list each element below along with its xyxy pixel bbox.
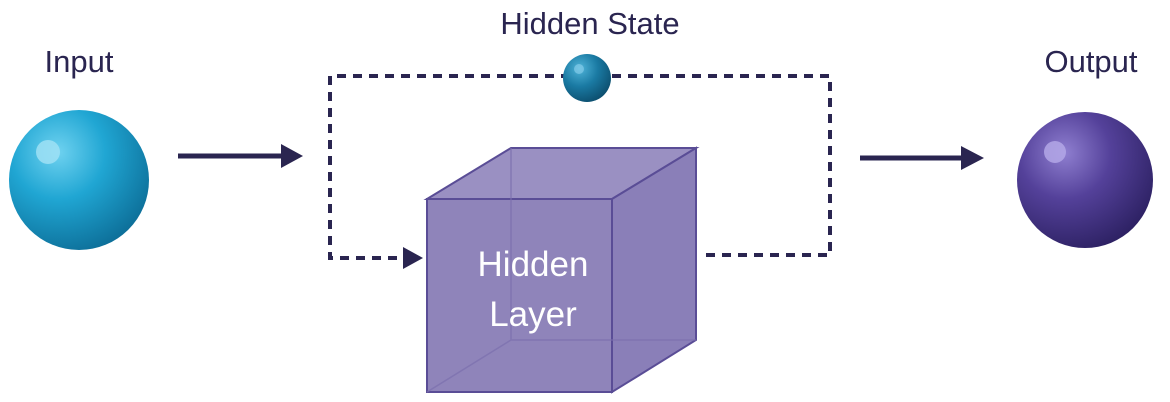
input-label: Input: [45, 44, 114, 79]
input-arrow: [178, 144, 303, 168]
hidden-layer-label-line2: Layer: [489, 295, 577, 334]
output-label: Output: [1044, 44, 1137, 79]
hidden-layer-cube: [423, 146, 700, 394]
output-arrow: [860, 146, 984, 170]
hidden-state-node: [563, 54, 611, 102]
hidden-layer-label-line1: Hidden: [478, 245, 589, 284]
output-node: [1017, 112, 1153, 248]
recurrent-loop: [328, 74, 832, 269]
hidden-state-label: Hidden State: [500, 6, 679, 41]
input-node: [9, 110, 149, 250]
